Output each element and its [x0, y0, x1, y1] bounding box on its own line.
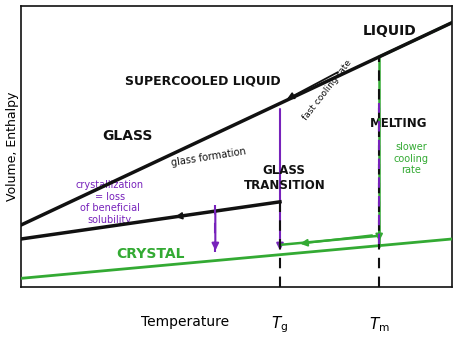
Text: GLASS
TRANSITION: GLASS TRANSITION — [244, 164, 325, 193]
Text: glass formation: glass formation — [171, 146, 247, 168]
Text: crystallization
= loss
of beneficial
solubility: crystallization = loss of beneficial sol… — [76, 180, 144, 225]
Text: $T_\mathrm{m}$: $T_\mathrm{m}$ — [369, 315, 390, 334]
Text: LIQUID: LIQUID — [363, 24, 417, 38]
Text: slower
cooling
rate: slower cooling rate — [394, 142, 429, 175]
Text: fast cooling rate: fast cooling rate — [301, 58, 354, 122]
Text: $T_\mathrm{g}$: $T_\mathrm{g}$ — [272, 315, 289, 336]
Text: Temperature: Temperature — [141, 315, 229, 329]
Y-axis label: Volume, Enthalpy: Volume, Enthalpy — [5, 92, 19, 201]
Text: GLASS: GLASS — [102, 129, 152, 143]
Text: CRYSTAL: CRYSTAL — [116, 247, 185, 261]
Text: MELTING: MELTING — [370, 117, 427, 130]
Text: SUPERCOOLED LIQUID: SUPERCOOLED LIQUID — [125, 75, 280, 88]
